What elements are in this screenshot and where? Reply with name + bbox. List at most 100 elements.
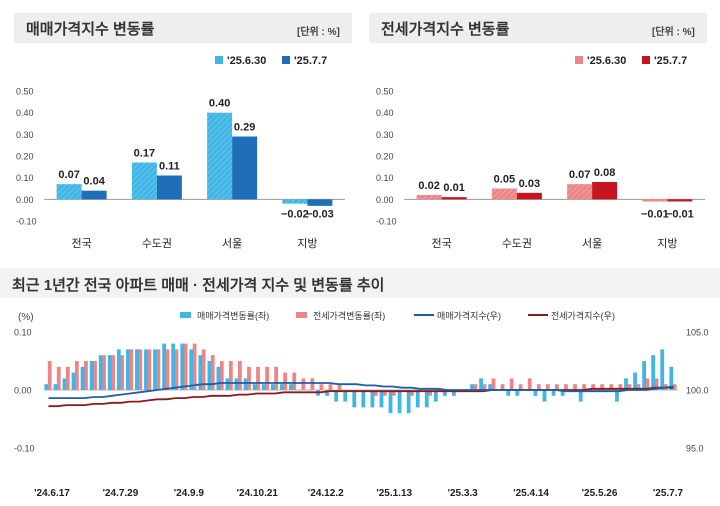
sale-change-bar [433, 390, 438, 402]
category-label: 전국 [72, 237, 92, 250]
jeonse-panel-title: 전세가격지수 변동률 [381, 21, 510, 38]
bar-prev [567, 184, 593, 200]
sale-change-bar [180, 343, 185, 390]
jeonse-change-bar [74, 361, 79, 390]
jeonse-change-bar [228, 361, 233, 390]
sale-index-line [48, 382, 674, 399]
sale-change-bar [144, 349, 148, 390]
bar-value-label: −0.02 [281, 208, 309, 220]
right-y-tick-label: 100.0 [686, 386, 709, 396]
jeonse-change-bar [283, 372, 288, 390]
sale-change-bar [307, 390, 311, 391]
jeonse-change-bar [219, 361, 224, 390]
jeonse-change-bar [618, 384, 623, 390]
jeonse-change-bar [165, 349, 170, 390]
y-tick-label: 0.10 [16, 173, 34, 183]
legend-label-curr: '25.7.7 [654, 55, 687, 67]
sale-change-bar [452, 390, 456, 396]
y-tick-label: 0.40 [376, 108, 394, 118]
y-tick-label: 0.30 [376, 130, 394, 140]
sale-change-bar [361, 390, 366, 408]
jeonse-change-bar [573, 384, 577, 390]
legend-label-jeonse-change: 전세가격변동률(좌) [313, 310, 385, 321]
right-y-tick-label: 105.0 [686, 328, 709, 338]
jeonse-change-bar [84, 361, 88, 390]
x-tick-label: '24.9.9 [174, 488, 205, 499]
bar-value-label: 0.11 [159, 161, 180, 173]
jeonse-change-bar [609, 384, 614, 390]
jeonse-change-bar [301, 378, 306, 390]
bar-value-label: 0.07 [58, 169, 79, 181]
bar-value-label: 0.01 [443, 182, 464, 194]
right-y-tick-label: 95.0 [686, 444, 704, 454]
sale-change-bar [116, 349, 121, 390]
bar-curr [232, 136, 258, 200]
jeonse-change-bar [192, 343, 197, 390]
sale-change-bar [207, 361, 212, 390]
jeonse-change-bar [391, 390, 396, 396]
sale-change-bar [234, 378, 239, 390]
sale-change-bar [44, 384, 49, 390]
jeonse-panel-unit: [단위 : %] [652, 27, 695, 38]
sale-change-bar [506, 390, 511, 396]
bar-curr [441, 197, 467, 200]
jeonse-change-bar [238, 361, 242, 390]
jeonse-change-bar [428, 390, 433, 396]
jeonse-change-bar [600, 384, 605, 390]
bar-curr [156, 175, 182, 200]
sale-change-bar [243, 378, 248, 390]
bar-value-label: −0.01 [666, 208, 694, 220]
bar-prev [131, 162, 157, 200]
sale-change-bar [125, 349, 130, 390]
y-tick-label: 0.10 [376, 173, 394, 183]
sale-change-bar [651, 355, 656, 390]
trend-panel-title-bg [0, 268, 720, 298]
sale-change-bar [62, 378, 67, 390]
jeonse-change-bar [210, 355, 215, 390]
jeonse-change-bar [401, 390, 405, 391]
legend-label-curr: '25.7.7 [294, 55, 327, 67]
sale-change-bar [669, 366, 674, 390]
sale-change-bar [424, 390, 429, 408]
y-tick-label: 0.40 [16, 108, 34, 118]
jeonse-change-bar [545, 384, 550, 390]
sale-change-bar [153, 349, 157, 390]
bar-curr [592, 182, 618, 200]
jeonse-change-bar [256, 366, 260, 390]
bar-value-label: 0.02 [418, 180, 439, 192]
bar-value-label: −0.01 [641, 208, 669, 220]
y-tick-label: 0.30 [16, 130, 34, 140]
y-tick-label: 0.00 [376, 195, 394, 205]
sale-change-bar [135, 349, 139, 390]
jeonse-change-bar [364, 390, 369, 391]
bar-value-label: 0.04 [83, 176, 105, 188]
jeonse-change-bar [582, 384, 586, 390]
sale-change-bar [470, 384, 474, 390]
y-tick-label: -0.10 [376, 217, 397, 227]
jeonse-change-bar [274, 366, 279, 390]
jeonse-change-bar [93, 361, 97, 390]
jeonse-change-bar [147, 349, 152, 390]
jeonse-change-bar [355, 390, 360, 391]
sale-change-bar [334, 390, 339, 402]
x-tick-label: '24.10.21 [237, 488, 279, 499]
sale-change-bar [660, 349, 665, 390]
sale-change-bar [171, 343, 176, 390]
jeonse-change-bar [500, 384, 505, 390]
jeonse-change-bar [201, 349, 206, 390]
left-y-tick-label: 0.00 [14, 386, 32, 396]
jeonse-change-bar [310, 378, 315, 390]
jeonse-change-bar [473, 384, 478, 390]
trend-combo-chart: (%) 0.10 0.00 -0.10 105.0 100.0 95.0 매매가격변동률(좌)… [14, 310, 709, 499]
y-tick-label: 0.50 [376, 87, 394, 97]
jeonse-change-bar [518, 384, 523, 390]
sale-change-bar [596, 390, 601, 391]
sale-change-bar-chart: 0.50 0.40 0.30 0.20 0.10 0.00 -0.10 '25.6.30 '25… [16, 55, 345, 250]
legend-label-sale-change: 매매가격변동률(좌) [197, 310, 269, 321]
sale-change-bar [379, 390, 384, 408]
jeonse-change-bar [654, 378, 659, 390]
category-label: 수도권 [142, 237, 172, 250]
sale-change-bar [216, 366, 221, 390]
jeonse-panel-title-bg [369, 13, 707, 43]
jeonse-change-bar [627, 384, 632, 390]
